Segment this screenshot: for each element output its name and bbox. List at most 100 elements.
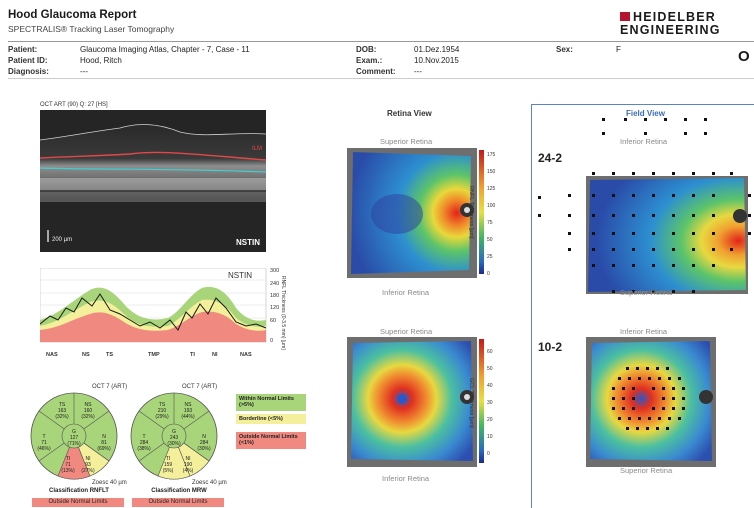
rnfl-xtick-tmp: TMP: [148, 352, 160, 358]
rnfl-cbar-150: 150: [487, 169, 496, 175]
retina-view-title: Retina View: [387, 109, 432, 118]
field-bottom-label-upper: Inferior Retina: [620, 327, 668, 336]
oct-bscan-image: 200 µm NSTIN ILM: [40, 110, 266, 252]
sector-scale-note-right: Zoesc 40 µm: [192, 480, 227, 486]
rnflt-sector-ni: NI 93 (27%): [81, 456, 95, 474]
rnfl-profile-plot: NSTIN 300 240 180 120 60 0 RNFL Thicknes…: [40, 268, 286, 358]
sector-scale-note: Zoesc 40 µm: [92, 480, 127, 486]
retina-gcl-map: 60 50 40 30 20 10 0: [347, 337, 493, 467]
rnfl-colorbar-label: RNFL Thickness [µm]: [468, 186, 474, 239]
classification-rnflt-label: Classification RNFLT: [49, 488, 109, 494]
legend-borderline: Borderline (<5%): [236, 414, 306, 425]
rnflt-sector-g: G 127 (71%): [67, 429, 81, 447]
retina-bottom-inferior-label: Inferior Retina: [382, 474, 430, 483]
mrw-sector-circle: T 284 (38%) TS 210 (29%) NS 193 (44%) N 284 (30%…: [130, 392, 218, 480]
rnfl-cbar-175: 175: [487, 152, 496, 158]
mrw-sector-g: G 243 (30%): [167, 429, 181, 447]
rnfl-ytick-300: 300: [270, 268, 279, 274]
brand-line2: ENGINEERING: [620, 23, 721, 37]
rnflt-sector-n: N 81 (69%): [97, 434, 111, 452]
rnfl-xtick-ni: NI: [212, 352, 218, 358]
rnfl-cbar-0: 0: [487, 271, 490, 277]
rnflt-sector-t: T 71 (46%): [37, 434, 51, 452]
sector-charts: T 71 (46%) TS 163 (32%) NS 160 (32%) N 81 (69%) …: [30, 392, 218, 480]
diagnosis-value: ---: [80, 67, 88, 76]
mrw-sector-t: T 284 (38%): [137, 434, 151, 452]
classification-mrw-result: Outside Normal Limits: [132, 498, 224, 507]
dob-label: DOB:: [356, 45, 377, 54]
oct-ilm-mark: ILM: [252, 146, 263, 152]
rnfl-ytick-120: 120: [270, 305, 279, 311]
classification-mrw-label: Classification MRW: [151, 488, 207, 494]
field-24-2-label: 24-2: [538, 151, 563, 165]
sector-right-title: OCT 7 (ART): [182, 384, 218, 390]
retina-top-inferior-label: Inferior Retina: [382, 288, 430, 297]
gcl-cbar-30: 30: [487, 400, 493, 406]
mrw-sector-ti: TI 159 (5%): [163, 456, 174, 474]
sex-value: F: [616, 45, 621, 54]
header-rule: [8, 41, 754, 42]
rnfl-cbar-75: 75: [487, 220, 493, 226]
brand-line1: HEIDELBER: [633, 10, 717, 24]
rnfl-cbar-125: 125: [487, 186, 496, 192]
rnfl-xtick-nas-end: NAS: [240, 352, 252, 358]
rnfl-ytick-0: 0: [270, 338, 273, 344]
report-subtitle: SPECTRALIS® Tracking Laser Tomography: [8, 24, 175, 34]
gcl-cbar-10: 10: [487, 434, 493, 440]
brand-logo: HEIDELBER ENGINEERING: [620, 10, 754, 42]
rnfl-ytick-60: 60: [270, 318, 276, 324]
legend-within-normal: Within Normal Limits (>5%): [236, 394, 306, 411]
mrw-sector-n: N 284 (30%): [197, 434, 211, 452]
oct-scale-label: 200 µm: [52, 237, 73, 243]
retina-bottom-superior-label: Superior Retina: [380, 327, 433, 336]
exam-label: Exam.:: [356, 56, 383, 65]
field-top-label-upper: Inferior Retina: [620, 137, 668, 146]
gcl-colorbar-label: GCL Thickness [µm]: [468, 378, 474, 428]
patient-id-label: Patient ID:: [8, 56, 48, 65]
patient-value: Glaucoma Imaging Atlas, Chapter - 7, Cas…: [80, 45, 250, 54]
rnfl-xtick-ts: TS: [106, 352, 113, 358]
patient-label: Patient:: [8, 45, 38, 54]
rnfl-ylabel: RNFL Thickness (0-3.5 mm) [µm]: [280, 276, 286, 350]
field-view-title: Field View: [626, 109, 665, 118]
rnfl-xtick-ti: TI: [190, 352, 195, 358]
eye-indicator: O: [738, 48, 750, 65]
dob-value: 01.Dez.1954: [414, 45, 460, 54]
mrw-sector-ts: TS 210 (29%): [155, 402, 169, 420]
sex-label: Sex:: [556, 45, 573, 54]
sector-left-title: OCT 7 (ART): [92, 384, 128, 390]
rnfl-cbar-100: 100: [487, 203, 496, 209]
rnflt-sector-ti: TI 71 (13%): [61, 456, 75, 474]
oct-bscan-svg: [40, 110, 266, 252]
gcl-cbar-0: 0: [487, 451, 490, 457]
field-24-2-map: [538, 118, 751, 294]
retina-rnfl-map: 175 150 125 100 75 50 25 0: [347, 148, 496, 278]
field-bottom-label-lower: Superior Retina: [620, 466, 673, 475]
rnfl-ytick-240: 240: [270, 281, 279, 287]
oct-scan-tag: OCT ART (90) Q: 27 [HS]: [40, 102, 108, 108]
patient-id-value: Hood, Ritch: [80, 56, 122, 65]
field-view-frame: [531, 104, 754, 508]
gcl-cbar-40: 40: [487, 383, 493, 389]
rnfl-ytick-180: 180: [270, 293, 279, 299]
rnfl-xtick-ns: NS: [82, 352, 90, 358]
gcl-cbar-20: 20: [487, 417, 493, 423]
rnflt-sector-circle: T 71 (46%) TS 163 (32%) NS 160 (32%) N 81 (69%) …: [30, 392, 118, 480]
gcl-cbar-50: 50: [487, 366, 493, 372]
exam-value: 10.Nov.2015: [414, 56, 459, 65]
rnfl-mode-label: NSTIN: [228, 271, 252, 280]
rnflt-sector-ns: NS 160 (32%): [81, 402, 95, 420]
oct-mode-label: NSTIN: [236, 238, 260, 247]
rnfl-cbar-50: 50: [487, 237, 493, 243]
rnfl-xtick-nas: NAS: [46, 352, 58, 358]
report-title: Hood Glaucoma Report: [8, 9, 137, 21]
comment-value: ---: [414, 67, 422, 76]
brand-square-icon: [620, 12, 630, 21]
retina-top-superior-label: Superior Retina: [380, 137, 433, 146]
field-top-label-lower: Superior Retina: [620, 288, 673, 297]
diagnosis-label: Diagnosis:: [8, 67, 49, 76]
mrw-sector-ns: NS 193 (44%): [181, 402, 195, 420]
info-rule: [8, 78, 754, 79]
gcl-cbar-60: 60: [487, 349, 493, 355]
field-10-2-label: 10-2: [538, 340, 563, 354]
